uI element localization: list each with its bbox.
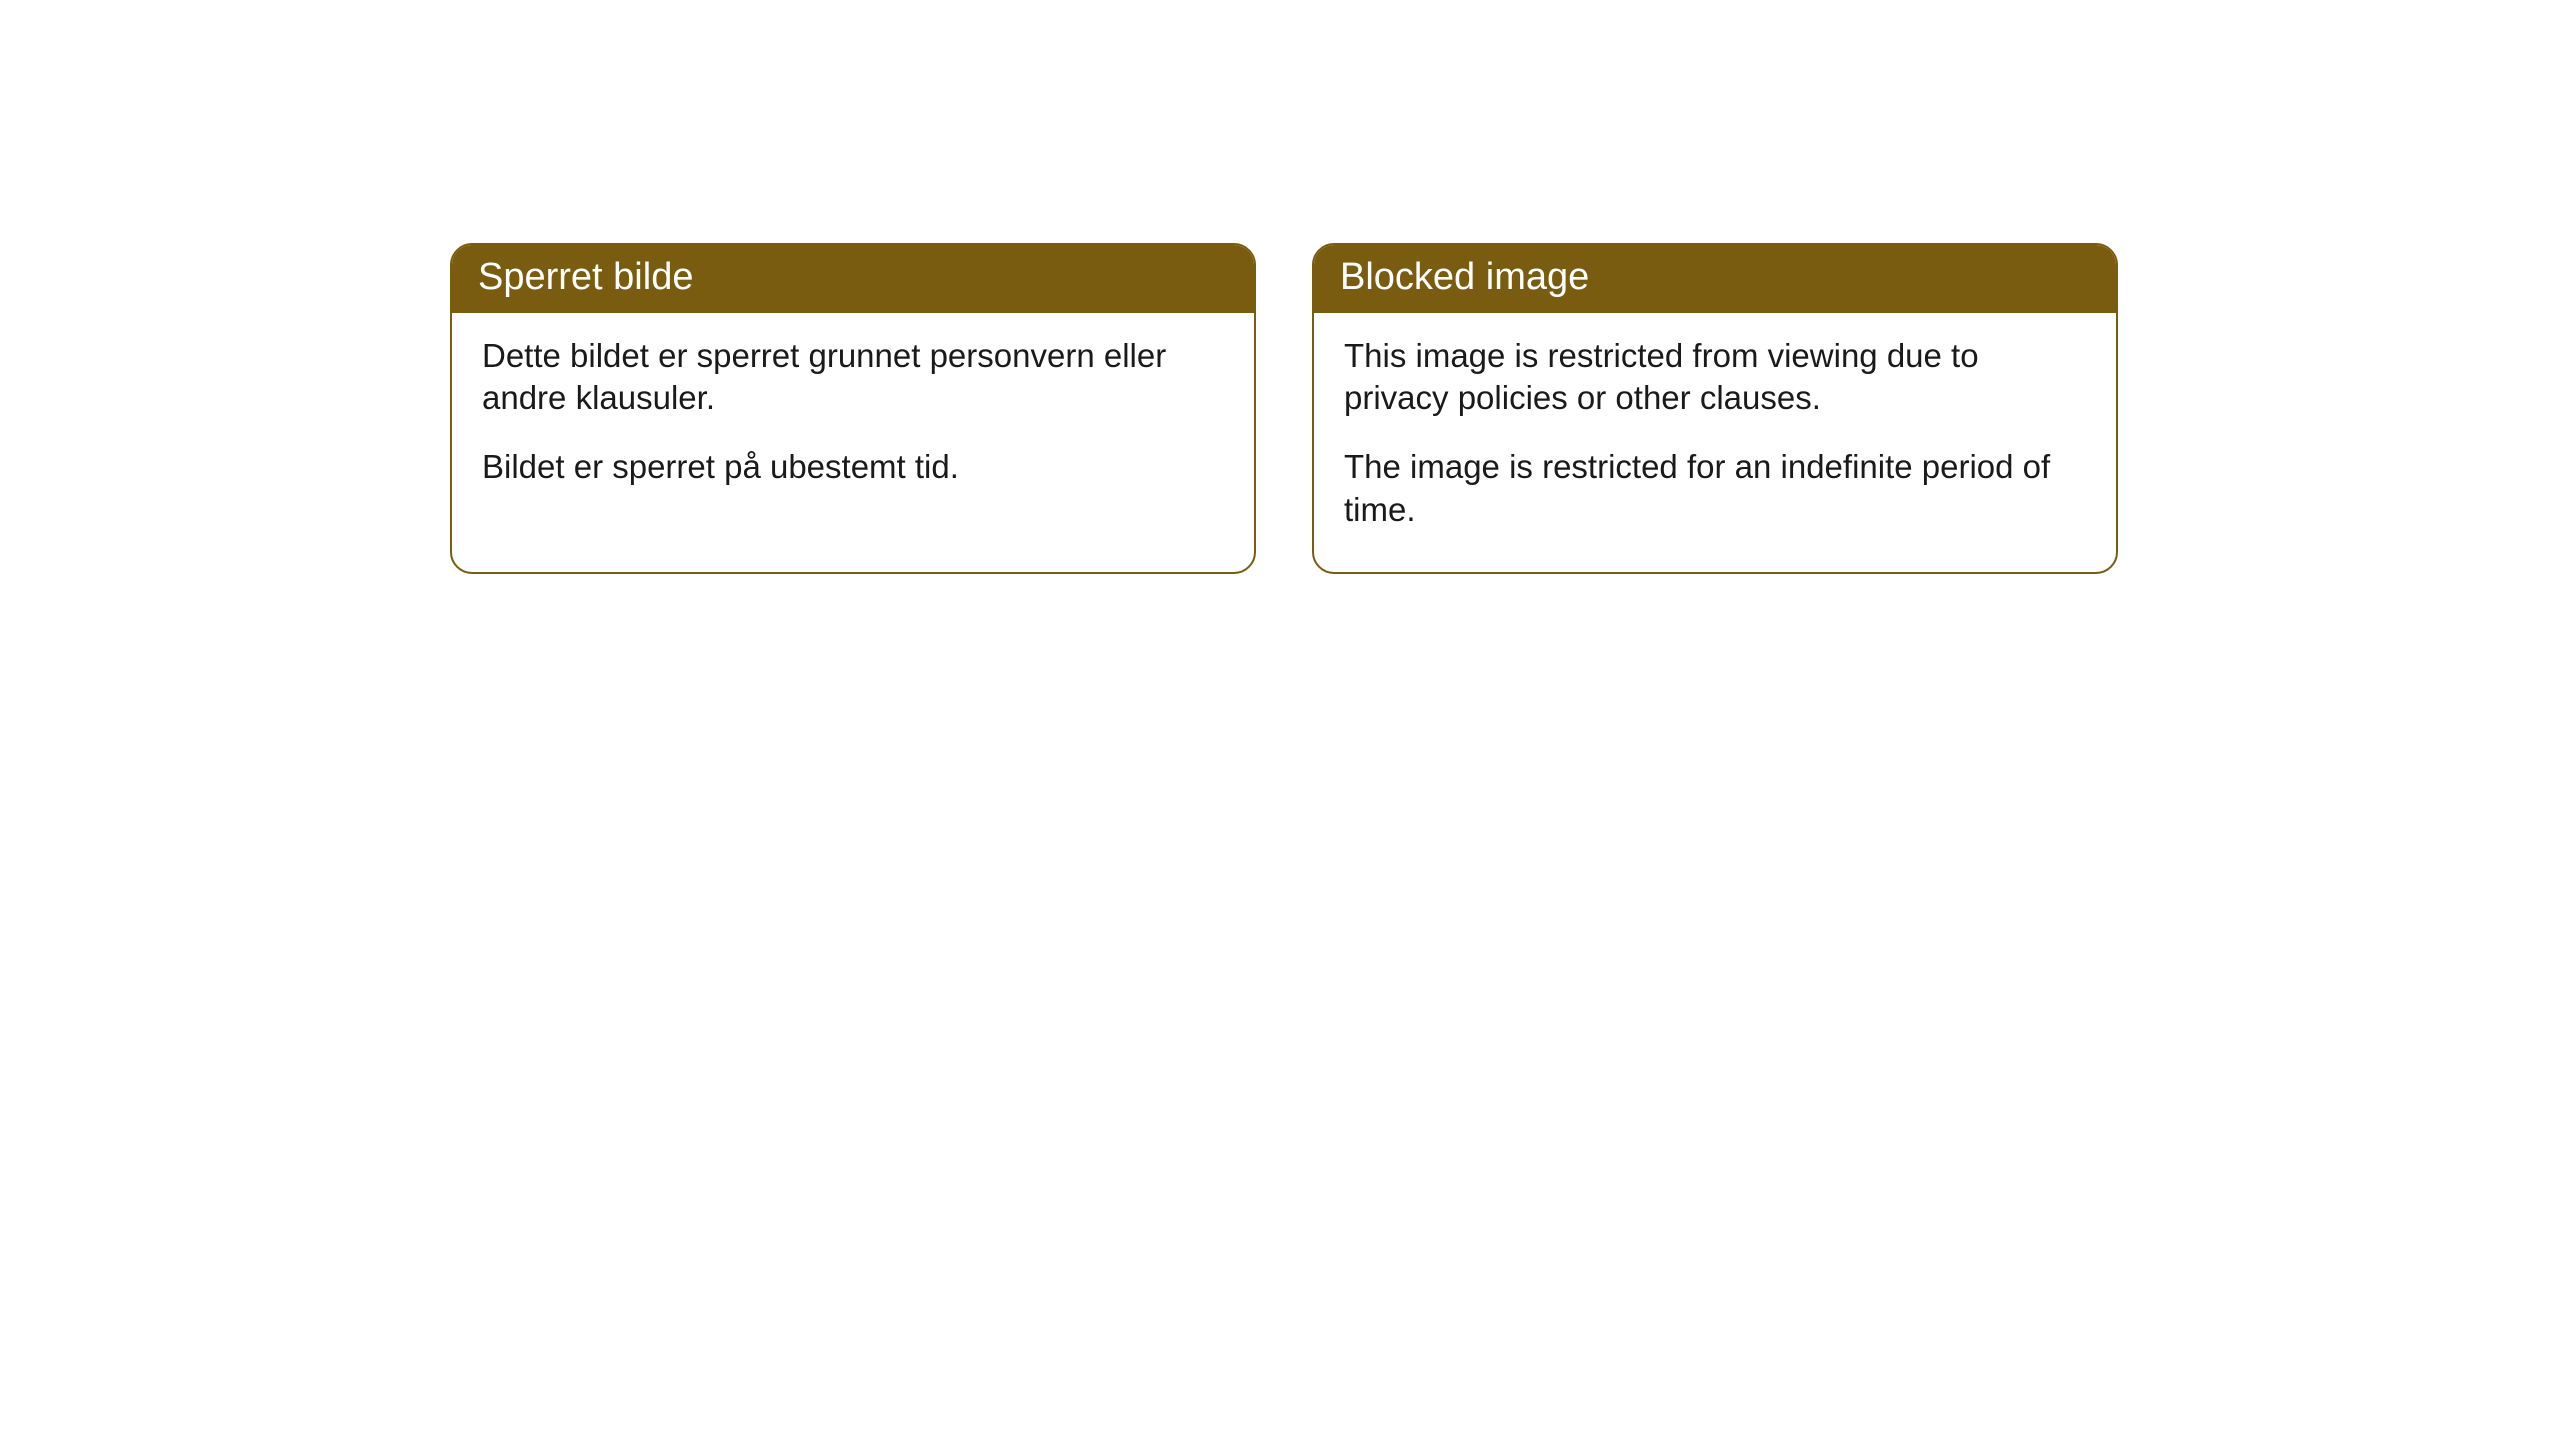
card-header-english: Blocked image: [1314, 245, 2116, 313]
notice-card-english: Blocked image This image is restricted f…: [1312, 243, 2118, 574]
card-paragraph: The image is restricted for an indefinit…: [1344, 446, 2086, 532]
card-header-norwegian: Sperret bilde: [452, 245, 1254, 313]
notice-card-norwegian: Sperret bilde Dette bildet er sperret gr…: [450, 243, 1256, 574]
card-paragraph: This image is restricted from viewing du…: [1344, 335, 2086, 421]
notice-cards-container: Sperret bilde Dette bildet er sperret gr…: [450, 243, 2118, 574]
card-paragraph: Bildet er sperret på ubestemt tid.: [482, 446, 1224, 489]
card-paragraph: Dette bildet er sperret grunnet personve…: [482, 335, 1224, 421]
card-body-norwegian: Dette bildet er sperret grunnet personve…: [452, 313, 1254, 530]
card-body-english: This image is restricted from viewing du…: [1314, 313, 2116, 573]
